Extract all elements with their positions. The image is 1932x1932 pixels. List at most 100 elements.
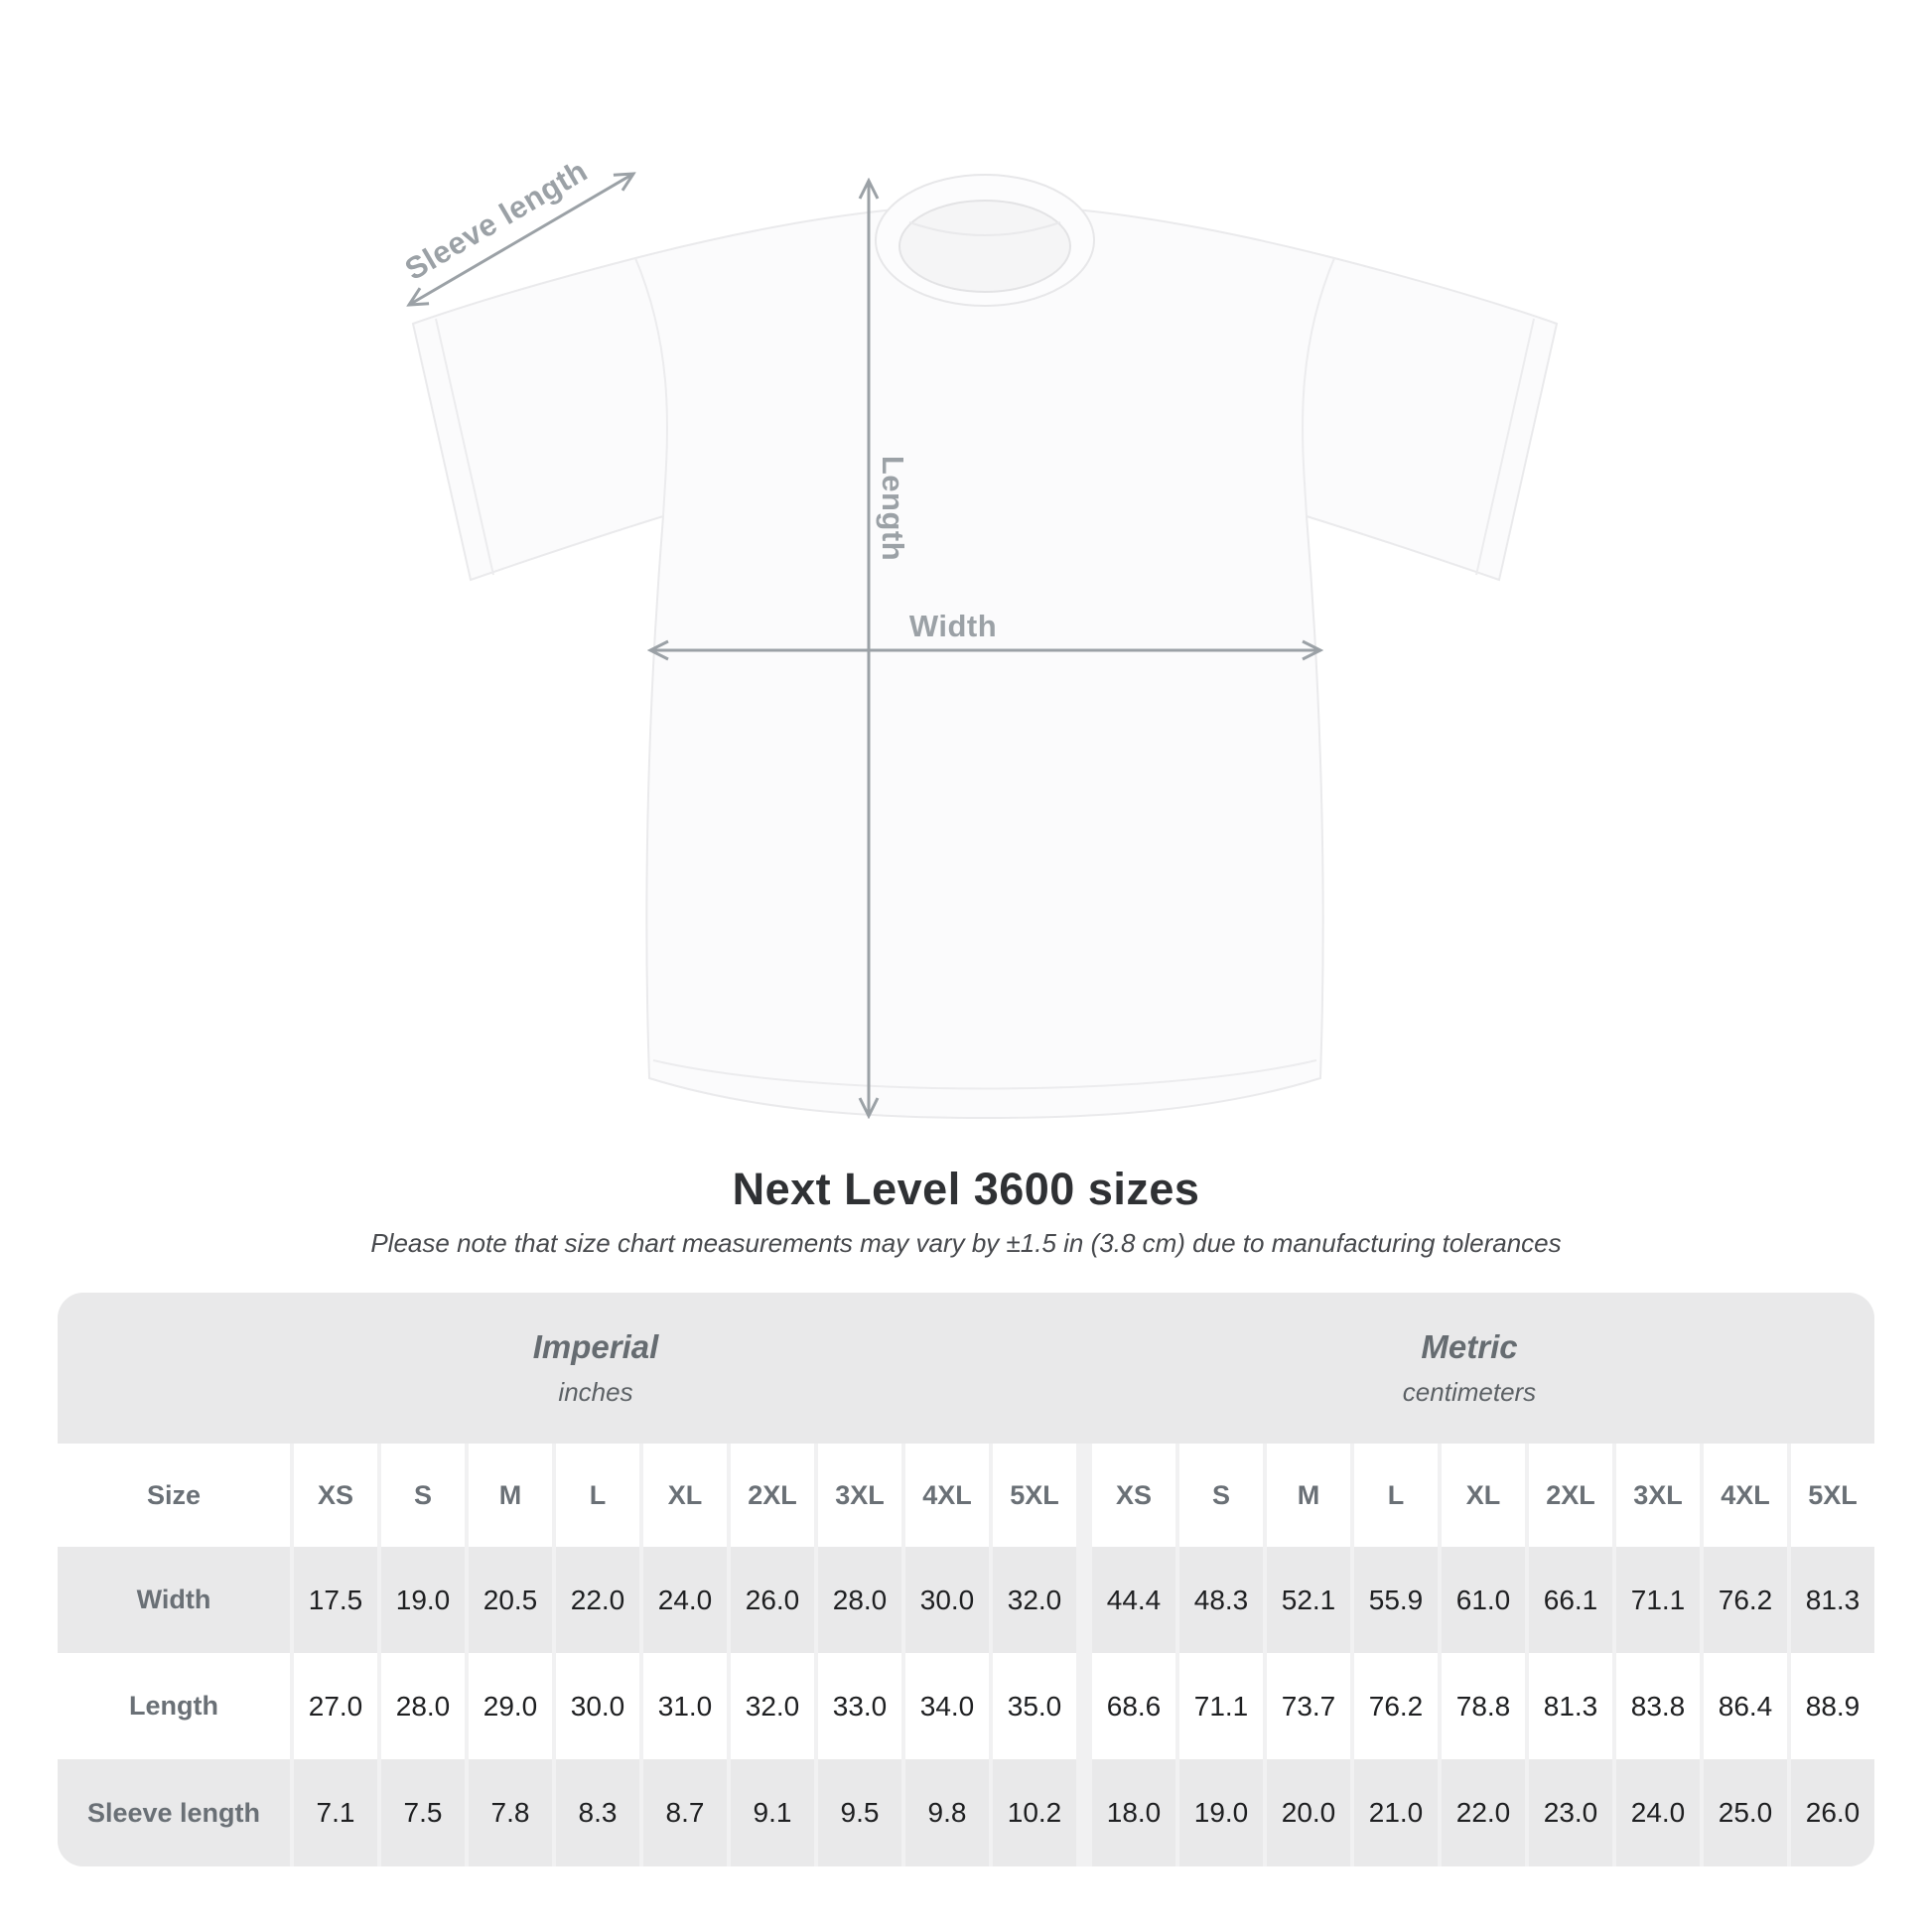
value-cell: 61.0 (1442, 1547, 1525, 1653)
heading: Next Level 3600 sizes Please note that s… (0, 1164, 1932, 1259)
size-header-cell: XL (643, 1444, 727, 1547)
value-cell: 18.0 (1092, 1759, 1175, 1866)
value-cell: 8.7 (643, 1759, 727, 1866)
group-spacer (1080, 1653, 1088, 1759)
value-cell: 19.0 (381, 1547, 465, 1653)
value-cell: 23.0 (1529, 1759, 1612, 1866)
value-cell: 28.0 (818, 1547, 901, 1653)
size-col-header: Size (58, 1444, 290, 1547)
size-header-cell: 5XL (1791, 1444, 1874, 1547)
collar-back-seam (908, 221, 1061, 236)
sleeve-length-arrow (409, 174, 633, 305)
armhole-seam-right (1302, 257, 1335, 517)
value-cell: 22.0 (556, 1547, 639, 1653)
value-cell: 27.0 (294, 1653, 377, 1759)
value-cell: 73.7 (1267, 1653, 1350, 1759)
tshirt-illustration (357, 119, 1559, 1120)
size-header-cell: S (381, 1444, 465, 1547)
imperial-unit: inches (558, 1377, 633, 1407)
size-header-cell: M (1267, 1444, 1350, 1547)
value-cell: 71.1 (1616, 1547, 1700, 1653)
value-cell: 7.5 (381, 1759, 465, 1866)
size-header-cell: 4XL (1704, 1444, 1787, 1547)
value-cell: 68.6 (1092, 1653, 1175, 1759)
page-title: Next Level 3600 sizes (732, 1164, 1200, 1214)
cuff-seam-left (435, 318, 494, 576)
value-cell: 25.0 (1704, 1759, 1787, 1866)
cuff-seam-right (1475, 318, 1535, 576)
value-cell: 48.3 (1179, 1547, 1263, 1653)
size-header-cell: S (1179, 1444, 1263, 1547)
collar-inner (898, 200, 1071, 293)
value-cell: 71.1 (1179, 1653, 1263, 1759)
value-cell: 66.1 (1529, 1547, 1612, 1653)
value-cell: 76.2 (1354, 1653, 1438, 1759)
shirt-body (411, 203, 1559, 1120)
size-header-cell: 3XL (1616, 1444, 1700, 1547)
value-cell: 10.2 (993, 1759, 1076, 1866)
size-header-cell: 5XL (993, 1444, 1076, 1547)
value-cell: 7.8 (469, 1759, 552, 1866)
value-cell: 88.9 (1791, 1653, 1874, 1759)
group-spacer (1080, 1444, 1088, 1547)
value-cell: 26.0 (731, 1547, 814, 1653)
value-cell: 19.0 (1179, 1759, 1263, 1866)
size-header-cell: XL (1442, 1444, 1525, 1547)
value-cell: 32.0 (731, 1653, 814, 1759)
value-cell: 31.0 (643, 1653, 727, 1759)
value-cell: 9.1 (731, 1759, 814, 1866)
value-cell: 34.0 (905, 1653, 989, 1759)
size-chart-grid: Size XS S M L XL 2XL 3XL 4XL 5XL XS S M L XL 2XL 3XL 4XL 5… (58, 1444, 1874, 1866)
value-cell: 33.0 (818, 1653, 901, 1759)
value-cell: 9.5 (818, 1759, 901, 1866)
value-cell: 9.8 (905, 1759, 989, 1866)
value-cell: 76.2 (1704, 1547, 1787, 1653)
value-cell: 83.8 (1616, 1653, 1700, 1759)
width-label: Width (908, 609, 998, 643)
armhole-seam-left (634, 257, 668, 517)
size-chart-table: Imperial inches Metric centimeters Size X… (58, 1293, 1874, 1866)
value-cell: 52.1 (1267, 1547, 1350, 1653)
size-header-cell: L (556, 1444, 639, 1547)
value-cell: 20.0 (1267, 1759, 1350, 1866)
size-header-cell: L (1354, 1444, 1438, 1547)
value-cell: 17.5 (294, 1547, 377, 1653)
value-cell: 21.0 (1354, 1759, 1438, 1866)
size-header-cell: M (469, 1444, 552, 1547)
value-cell: 7.1 (294, 1759, 377, 1866)
size-header-cell: XS (294, 1444, 377, 1547)
size-header-cell: XS (1092, 1444, 1175, 1547)
row-label: Length (58, 1653, 290, 1759)
row-label: Sleeve length (58, 1759, 290, 1866)
size-header-cell: 2XL (731, 1444, 814, 1547)
value-cell: 28.0 (381, 1653, 465, 1759)
imperial-header: Imperial inches (533, 1328, 659, 1408)
value-cell: 44.4 (1092, 1547, 1175, 1653)
value-cell: 22.0 (1442, 1759, 1525, 1866)
group-spacer (1080, 1547, 1088, 1653)
value-cell: 81.3 (1529, 1653, 1612, 1759)
value-cell: 29.0 (469, 1653, 552, 1759)
value-cell: 26.0 (1791, 1759, 1874, 1866)
unit-header-band: Imperial inches Metric centimeters (58, 1293, 1874, 1444)
value-cell: 30.0 (556, 1653, 639, 1759)
value-cell: 32.0 (993, 1547, 1076, 1653)
value-cell: 35.0 (993, 1653, 1076, 1759)
imperial-title: Imperial (532, 1328, 659, 1365)
hem-seam (652, 1059, 1317, 1090)
size-header-cell: 3XL (818, 1444, 901, 1547)
tolerance-note: Please note that size chart measurements… (370, 1228, 1562, 1258)
tshirt-measurement-diagram: Sleeve length Length Width (357, 119, 1608, 1172)
value-cell: 81.3 (1791, 1547, 1874, 1653)
metric-title: Metric (1421, 1328, 1518, 1365)
value-cell: 24.0 (1616, 1759, 1700, 1866)
length-label: Length (876, 455, 910, 562)
row-label: Width (58, 1547, 290, 1653)
size-header-cell: 2XL (1529, 1444, 1612, 1547)
group-spacer (1080, 1759, 1088, 1866)
value-cell: 86.4 (1704, 1653, 1787, 1759)
value-cell: 8.3 (556, 1759, 639, 1866)
value-cell: 55.9 (1354, 1547, 1438, 1653)
value-cell: 78.8 (1442, 1653, 1525, 1759)
